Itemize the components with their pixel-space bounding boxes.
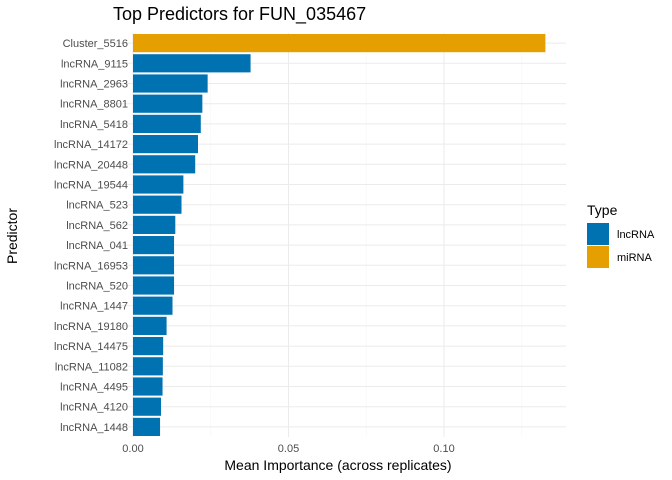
bar-lncRNA_1447 [133,296,173,315]
bar-lncRNA_523 [133,195,182,214]
bar-lncRNA_20448 [133,155,196,174]
legend-label: lncRNA [617,229,655,241]
chart-title: Top Predictors for FUN_035467 [113,4,366,25]
bar-lncRNA_11082 [133,357,163,376]
bar-lncRNA_4495 [133,377,163,396]
legend-title: Type [587,202,618,218]
y-tick-labels: Cluster_5516 lncRNA_9115 lncRNA_2963 lncRNA… [54,38,128,434]
y-tick-label: lncRNA_19180 [54,321,128,333]
y-tick-label: lncRNA_9115 [61,58,128,70]
y-tick-label: lncRNA_16953 [54,260,128,272]
y-tick-label: lncRNA_19544 [54,180,128,192]
bar-lncRNA_2963 [133,74,208,93]
y-tick-label: lncRNA_523 [66,200,128,212]
y-tick-label: lncRNA_4495 [60,382,128,394]
x-tick-labels: 0.00 0.05 0.10 [122,443,454,455]
x-tick-label: 0.00 [122,443,143,455]
bar-lncRNA_562 [133,215,176,234]
legend: Type lncRNA miRNA [587,202,655,268]
y-tick-label: lncRNA_14475 [54,341,128,353]
bar-lncRNA_520 [133,276,175,295]
bar-lncRNA_14475 [133,337,164,356]
bar-lncRNA_4120 [133,397,161,416]
y-tick-label: lncRNA_041 [66,240,128,252]
legend-label: miRNA [617,252,652,264]
y-axis-title: Predictor [4,208,20,264]
bar-lncRNA_16953 [133,256,175,275]
bar-lncRNA_9115 [133,54,251,73]
bar-lncRNA_5418 [133,114,201,133]
x-tick-label: 0.10 [433,443,454,455]
y-tick-label: lncRNA_5418 [60,119,128,131]
bar-lncRNA_1448 [133,417,161,436]
legend-key-miRNA [587,246,609,268]
bars-group [133,34,546,436]
y-tick-label: lncRNA_8801 [60,99,128,111]
y-tick-label: lncRNA_1447 [60,301,128,313]
y-tick-label: lncRNA_20448 [54,159,128,171]
y-tick-label: lncRNA_14172 [54,139,128,151]
y-tick-label: lncRNA_2963 [60,79,128,91]
bar-lncRNA_14172 [133,135,198,154]
y-tick-label: lncRNA_520 [66,281,128,293]
x-axis-title: Mean Importance (across replicates) [224,457,451,473]
bar-lncRNA_8801 [133,94,203,113]
y-tick-label: lncRNA_562 [66,220,128,232]
bar-Cluster_5516 [133,34,546,53]
y-tick-label: lncRNA_4120 [60,402,128,414]
bar-lncRNA_041 [133,236,175,255]
legend-key-lncRNA [587,223,609,245]
bar-lncRNA_19544 [133,175,184,194]
y-tick-label: lncRNA_1448 [60,422,128,434]
bar-lncRNA_19180 [133,316,167,335]
grid-lines [115,33,566,437]
y-tick-label: lncRNA_11082 [55,361,128,373]
y-tick-label: Cluster_5516 [63,38,128,50]
x-tick-label: 0.05 [278,443,299,455]
